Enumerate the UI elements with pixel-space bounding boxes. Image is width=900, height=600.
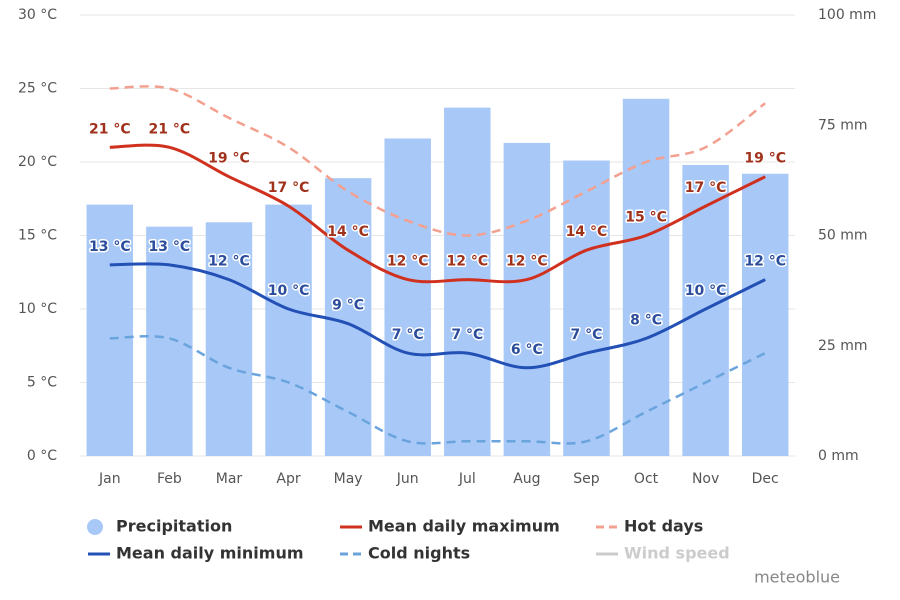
y-tick-label: 5 °C xyxy=(27,375,57,391)
x-tick-label: Aug xyxy=(513,471,540,487)
bar xyxy=(205,222,253,456)
bar xyxy=(503,142,551,456)
data-label: 9 °C xyxy=(332,298,364,314)
bar xyxy=(741,173,789,456)
y2-tick-label: 100 mm xyxy=(818,7,876,23)
legend-label: Hot days xyxy=(624,517,703,536)
data-label: 14 °C xyxy=(566,224,608,240)
data-label: 12 °C xyxy=(208,254,250,270)
bar xyxy=(622,98,670,456)
bar xyxy=(384,138,431,457)
bar xyxy=(146,226,193,456)
data-label: 12 °C xyxy=(446,254,488,270)
data-label: 19 °C xyxy=(208,151,250,167)
x-tick-label: Apr xyxy=(276,471,300,487)
data-label: 8 °C xyxy=(630,312,662,328)
line xyxy=(109,262,766,370)
data-label: 13 °C xyxy=(149,239,191,255)
data-label: 15 °C xyxy=(625,210,667,226)
x-tick-label: May xyxy=(334,471,363,487)
bar xyxy=(563,160,610,456)
credit: meteoblue xyxy=(754,568,840,587)
y-tick-label: 20 °C xyxy=(18,154,57,170)
data-label: 10 °C xyxy=(685,283,727,299)
legend-marker xyxy=(87,519,103,535)
bar xyxy=(265,204,312,456)
x-tick-label: Sep xyxy=(573,471,600,487)
data-label: 21 °C xyxy=(89,121,131,137)
legend-label: Mean daily maximum xyxy=(368,517,560,536)
line xyxy=(109,143,766,284)
legend-label: Wind speed xyxy=(624,544,730,563)
y2-tick-label: 75 mm xyxy=(818,117,868,133)
y2-tick-label: 25 mm xyxy=(818,338,868,354)
line xyxy=(109,85,766,237)
y-tick-label: 0 °C xyxy=(27,448,57,464)
legend-label: Cold nights xyxy=(368,544,470,563)
data-label: 13 °C xyxy=(89,239,131,255)
bar xyxy=(324,178,372,457)
data-label: 7 °C xyxy=(392,327,424,343)
x-tick-label: Jan xyxy=(98,471,121,487)
data-label: 14 °C xyxy=(327,224,369,240)
line xyxy=(109,334,766,445)
y-tick-label: 10 °C xyxy=(18,301,57,317)
legend-label: Precipitation xyxy=(116,517,232,536)
data-label: 17 °C xyxy=(685,180,727,196)
y2-tick-label: 0 mm xyxy=(818,448,859,464)
legend-label: Mean daily minimum xyxy=(116,544,304,563)
x-tick-label: Jun xyxy=(396,471,419,487)
y-tick-label: 15 °C xyxy=(18,228,57,244)
data-label: 12 °C xyxy=(744,254,786,270)
data-label: 19 °C xyxy=(744,151,786,167)
y-tick-label: 25 °C xyxy=(18,81,57,97)
data-label: 21 °C xyxy=(149,121,191,137)
bar xyxy=(86,204,134,456)
y2-tick-label: 50 mm xyxy=(818,228,868,244)
data-label: 12 °C xyxy=(506,254,548,270)
data-label: 10 °C xyxy=(268,283,310,299)
data-label: 7 °C xyxy=(571,327,603,343)
x-tick-label: Oct xyxy=(634,471,659,487)
x-tick-label: Nov xyxy=(692,471,719,487)
y-tick-label: 30 °C xyxy=(18,7,57,23)
x-tick-label: Feb xyxy=(157,471,182,487)
data-label: 12 °C xyxy=(387,254,429,270)
x-tick-label: Jul xyxy=(458,471,476,487)
x-tick-label: Dec xyxy=(752,471,779,487)
data-label: 17 °C xyxy=(268,180,310,196)
data-label: 7 °C xyxy=(451,327,483,343)
data-label: 6 °C xyxy=(511,342,543,358)
x-tick-label: Mar xyxy=(216,471,243,487)
